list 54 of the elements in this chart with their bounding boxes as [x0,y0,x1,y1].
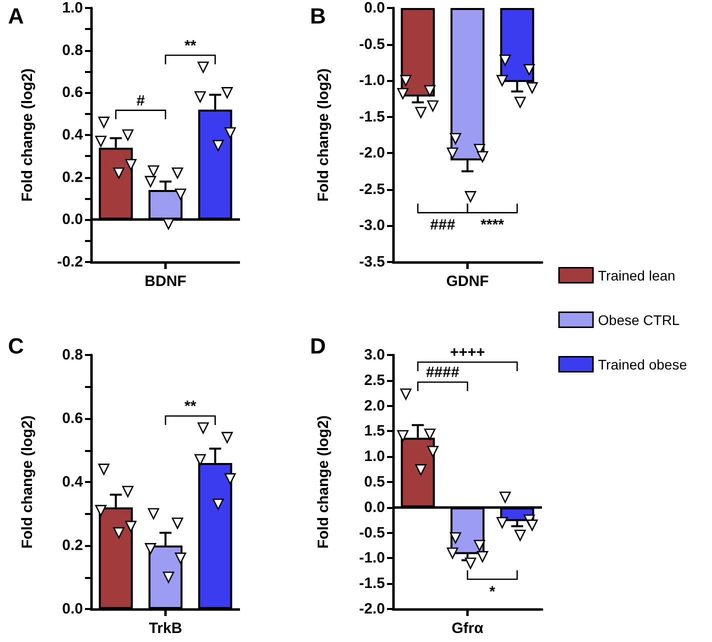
annotation: ++++ [450,344,486,362]
y-axis-title: Fold change (log2) [315,68,332,202]
x-tick-label: Gfrα [452,620,484,637]
y-tick-label: -1.5 [359,575,385,592]
annotation: ** [184,398,196,416]
y-tick-label: 0.2 [62,168,83,186]
y-tick-label: -2.0 [359,600,385,618]
y-tick-label: 0.8 [62,346,83,364]
chart-title: C [8,334,24,358]
y-tick-label: 1.0 [364,448,385,466]
y-tick-label: 0.6 [62,410,83,427]
y-tick-label: -2.5 [359,180,385,198]
y-tick-label: -0.5 [359,524,385,542]
chart-title: A [8,4,24,28]
y-tick-label: 0.8 [62,42,83,59]
y-tick-label: 0.2 [62,537,83,554]
y-tick-label: 0.4 [62,474,84,490]
x-tick-label: BDNF [144,273,186,290]
x-tick-label: TrkB [148,620,182,637]
annotation: ### [430,216,456,234]
y-tick-label: -1.0 [359,72,385,90]
y-tick-label: 0.0 [62,600,83,618]
chart-title: D [310,334,326,358]
y-tick-label: 2.5 [364,372,385,389]
y-tick-label: -1.5 [359,108,385,126]
legend-label: Trained obese [598,356,688,372]
y-tick-label: -3.5 [359,254,385,270]
annotation: * [489,583,496,600]
y-tick-label: -0.2 [57,254,83,270]
annotation: # [136,92,146,110]
annotation: #### [426,364,460,382]
y-tick-label: 0.6 [62,84,83,102]
y-tick-label: -3.0 [359,217,385,234]
y-axis-title: Fold change (log2) [19,68,36,202]
y-axis-title: Fold change (log2) [315,415,332,549]
legend-label: Trained lean [598,267,676,284]
legend-label: Obese CTRL [598,312,680,328]
y-tick-label: -0.5 [359,36,385,53]
y-tick-label: 2.0 [364,397,385,414]
y-tick-label: 1.0 [62,0,83,16]
y-axis-title: Fold change (log2) [19,415,36,549]
y-tick-label: 0.5 [364,474,385,490]
y-tick-label: 0.4 [62,126,84,144]
annotation: **** [480,216,504,234]
x-tick-label: GDNF [446,273,489,290]
y-tick-label: -1.0 [359,550,385,567]
chart-title: B [310,4,326,28]
y-tick-label: 1.5 [364,422,385,440]
y-tick-label: 3.0 [364,346,385,364]
y-tick-label: -2.0 [359,144,385,162]
y-tick-label: 0.0 [62,211,83,228]
y-tick-label: 0.0 [364,0,385,16]
y-tick-label: 0.0 [364,498,385,516]
annotation: ** [184,37,196,54]
